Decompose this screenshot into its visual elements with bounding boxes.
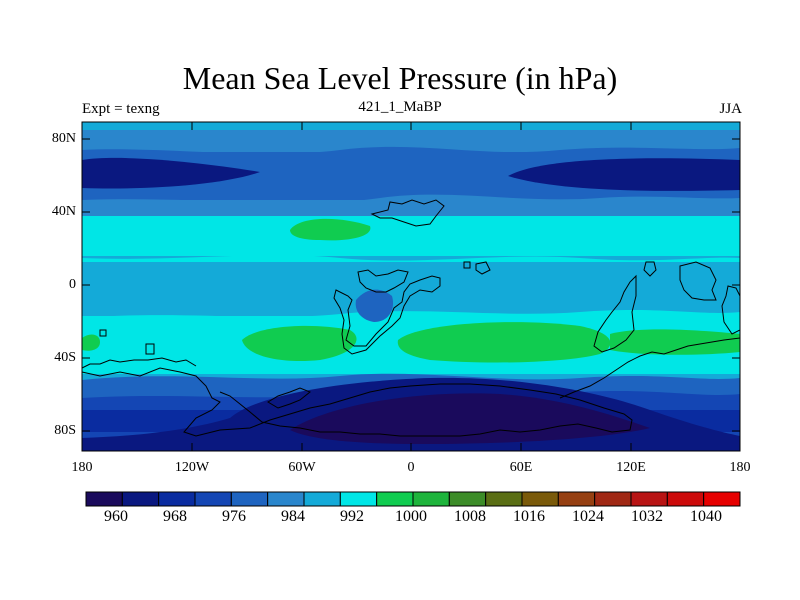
colorbar-box	[339, 491, 378, 507]
run-label: 421_1_MaBP	[358, 99, 442, 115]
lon-label-180w: 180	[71, 460, 93, 475]
map-title: Mean Sea Level Pressure (in hPa)	[182, 60, 618, 96]
coast-west-islands	[99, 329, 155, 355]
coast-east-strip	[559, 337, 741, 399]
colorbar-label: 1040	[690, 508, 722, 525]
coastlines	[81, 199, 741, 437]
colorbar-label: 968	[163, 508, 187, 525]
coast-africa	[333, 275, 441, 355]
lon-label-60e: 60E	[509, 460, 533, 475]
colorbar-box	[121, 491, 160, 507]
ticks	[82, 122, 740, 451]
colorbar-box	[594, 491, 632, 507]
colorbar-box	[230, 491, 269, 507]
coast-east-africa	[357, 269, 409, 293]
colorbar-label: 1032	[631, 508, 663, 525]
colorbar-box	[85, 491, 123, 507]
colorbar-box	[703, 491, 741, 507]
coast-islands-east	[643, 261, 717, 301]
colorbar-label: 1016	[513, 508, 545, 525]
colorbar-box	[267, 491, 305, 507]
colorbar-label: 1024	[572, 508, 604, 525]
lon-label-60w: 60W	[288, 460, 316, 475]
high-west-edge	[82, 334, 100, 351]
colorbar	[85, 491, 741, 507]
colorbar-box	[158, 491, 196, 507]
low-north-west	[82, 157, 260, 189]
lat-label-80s: 80S	[54, 423, 76, 438]
lon-label-120w: 120W	[174, 460, 210, 475]
colorbar-box	[521, 491, 559, 507]
high-south-atlantic	[397, 322, 611, 363]
colorbar-box	[630, 491, 668, 507]
lat-label-40n: 40N	[51, 204, 76, 219]
colorbar-box	[666, 491, 705, 507]
colorbar-box	[412, 491, 450, 507]
experiment-label: Expt = texng	[82, 101, 160, 117]
colorbar-label: 976	[222, 508, 246, 525]
colorbar-box	[448, 491, 487, 507]
low-tropical-atlantic	[355, 289, 394, 322]
coast-north-atlantic	[370, 199, 445, 227]
coast-west-strip	[81, 357, 197, 369]
colorbar-label: 960	[104, 508, 128, 525]
colorbar-box	[194, 491, 232, 507]
band-high-north	[82, 130, 740, 152]
coast-antarctica	[81, 367, 633, 437]
coast-east-pacific-west	[593, 274, 637, 353]
colorbar-label: 992	[340, 508, 364, 525]
contour-tropic-upper	[82, 289, 740, 316]
colorbar-box	[376, 491, 414, 507]
lat-label-80n: 80N	[51, 131, 76, 146]
band-north-subtropic	[82, 216, 740, 256]
contour-tropic-1000	[82, 255, 740, 262]
colorbar-box	[303, 491, 341, 507]
low-north-east	[508, 158, 740, 191]
lon-label-180e: 180	[729, 460, 751, 475]
lon-label-120e: 120E	[616, 460, 646, 475]
colorbar-box	[485, 491, 523, 507]
colorbar-label: 984	[281, 508, 305, 525]
colorbar-label: 1008	[454, 508, 486, 525]
low-antarctic-core	[290, 393, 650, 444]
colorbar-label: 1000	[395, 508, 427, 525]
lat-label-0: 0	[69, 277, 76, 292]
coast-far-east	[721, 285, 741, 335]
season-label: JJA	[719, 101, 742, 117]
contour-south-1004	[82, 310, 740, 320]
lat-label-40s: 40S	[54, 350, 76, 365]
high-north-atlantic	[290, 218, 371, 241]
coast-antarctic-peninsula	[267, 387, 311, 409]
colorbar-box	[557, 491, 596, 507]
contour-north-992	[82, 146, 740, 156]
high-south-indian	[610, 329, 740, 355]
contour-fill	[82, 122, 740, 451]
lon-label-0: 0	[407, 460, 415, 475]
high-south-pacific	[242, 325, 357, 362]
coast-islands-mid	[463, 261, 491, 275]
contour-north-1000	[82, 194, 740, 216]
